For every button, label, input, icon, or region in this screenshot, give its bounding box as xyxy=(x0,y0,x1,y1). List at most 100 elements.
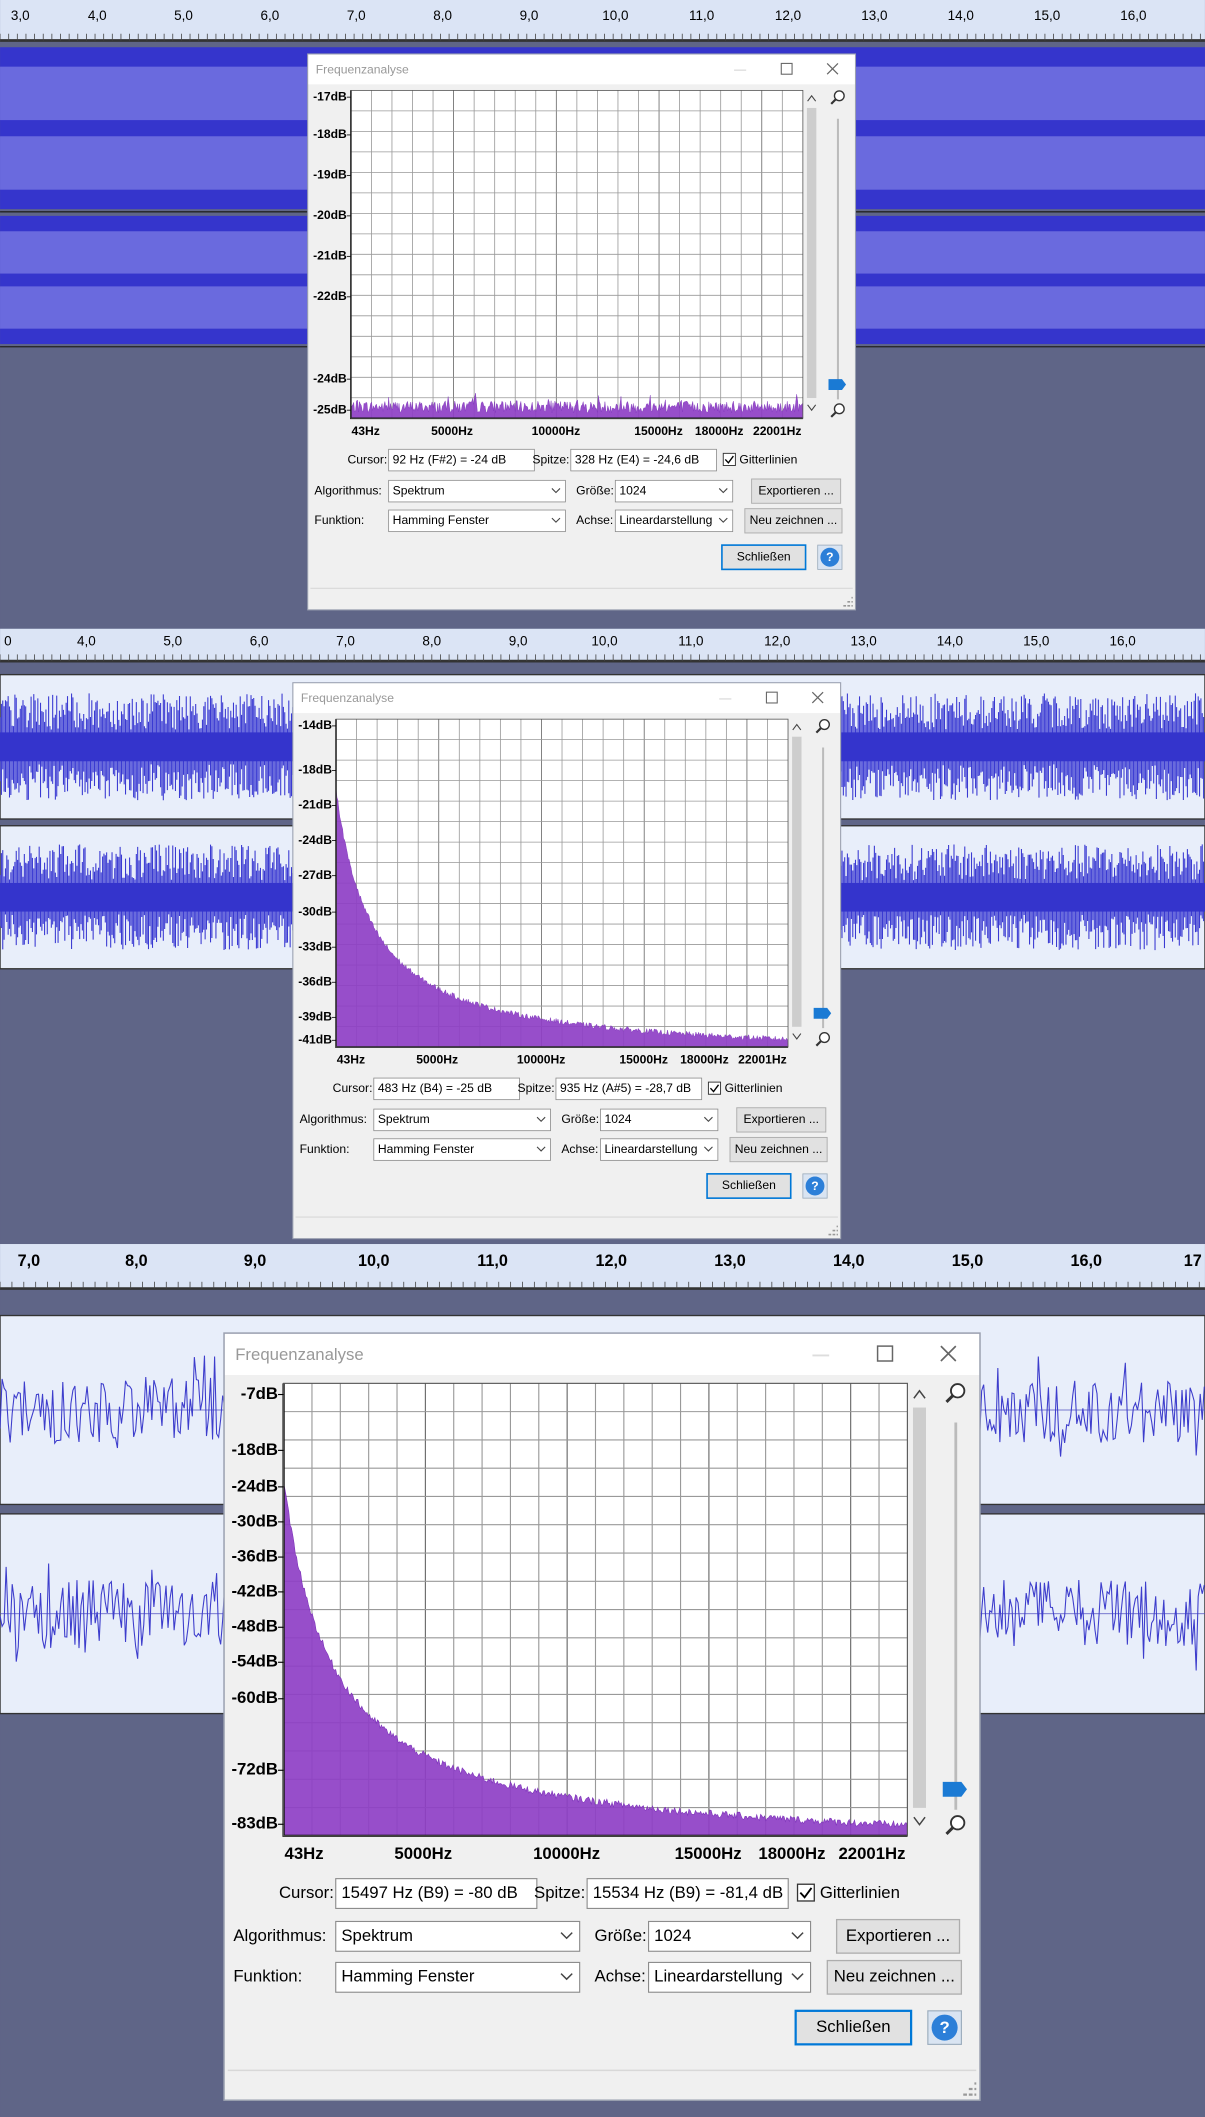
dropdown-arrow xyxy=(703,1116,713,1123)
peak-label: Spitze: xyxy=(518,1081,555,1095)
size-dropdown-text: 1024 xyxy=(654,1926,691,1945)
algorithm-dropdown[interactable] xyxy=(373,1108,551,1132)
ruler-label: 8,0 xyxy=(433,8,452,23)
size-dropdown[interactable] xyxy=(648,1920,812,1952)
zoom-in-button[interactable] xyxy=(833,90,845,102)
axis-dropdown[interactable] xyxy=(600,1138,719,1161)
algorithm-dropdown[interactable] xyxy=(335,1920,581,1952)
y-axis-label: -22dB xyxy=(313,289,347,303)
function-dropdown[interactable] xyxy=(373,1138,551,1161)
maximize-button[interactable] xyxy=(876,1345,894,1362)
axis-dropdown[interactable] xyxy=(648,1961,812,1993)
zoom-out-button[interactable] xyxy=(818,1032,830,1044)
ruler-label: 10,0 xyxy=(602,8,628,23)
redraw-button[interactable] xyxy=(826,1959,963,1995)
peak-field-text: 15534 Hz (B9) = -81,4 dB xyxy=(593,1883,783,1902)
zoom-slider-thumb[interactable] xyxy=(828,379,847,390)
scroll-down[interactable] xyxy=(807,404,817,412)
ruler-label: 8,0 xyxy=(125,1252,148,1270)
maximize-button[interactable] xyxy=(765,691,778,704)
x-axis-label: 22001Hz xyxy=(838,1844,905,1863)
zoom-out-button[interactable] xyxy=(950,1815,966,1831)
redraw-button-label: Neu zeichnen ... xyxy=(735,1142,823,1156)
export-button[interactable] xyxy=(751,478,842,504)
axis-dropdown-text: Lineardarstellung xyxy=(654,1967,783,1986)
zoom-in-button[interactable] xyxy=(818,719,830,731)
size-dropdown[interactable] xyxy=(600,1108,719,1132)
vertical-scrollbar[interactable] xyxy=(806,107,817,399)
export-button-label: Exportieren ... xyxy=(758,483,833,497)
x-axis-label: 10000Hz xyxy=(533,1844,600,1863)
algorithm-dropdown[interactable] xyxy=(388,479,566,503)
size-label: Größe: xyxy=(561,1112,599,1126)
zoom-in-button[interactable] xyxy=(950,1383,966,1399)
y-axis-label: -83dB xyxy=(231,1814,278,1833)
peak-field[interactable] xyxy=(555,1077,703,1101)
peak-field[interactable] xyxy=(586,1878,789,1909)
dropdown-arrow xyxy=(791,1973,804,1981)
cursor-field[interactable] xyxy=(373,1077,520,1101)
redraw-button[interactable] xyxy=(744,508,843,534)
x-axis-label: 15000Hz xyxy=(675,1844,742,1863)
size-dropdown[interactable] xyxy=(614,479,734,503)
size-dropdown-text: 1024 xyxy=(605,1112,632,1126)
ruler-label: 15,0 xyxy=(1023,633,1049,648)
size-label: Größe: xyxy=(595,1926,647,1945)
ruler-label: 7,0 xyxy=(347,8,366,23)
function-dropdown[interactable] xyxy=(335,1961,581,1993)
axis-dropdown[interactable] xyxy=(614,509,734,533)
dropdown-arrow xyxy=(536,1116,546,1123)
y-axis-label: -30dB xyxy=(298,904,332,918)
gridlines-checkbox[interactable] xyxy=(796,1883,815,1902)
ruler-label: 9,0 xyxy=(509,633,528,648)
ruler-label: 11,0 xyxy=(477,1252,508,1270)
export-button[interactable] xyxy=(835,1918,961,1954)
function-dropdown[interactable] xyxy=(388,509,566,533)
close-button[interactable] xyxy=(706,1173,792,1199)
close-window-button[interactable] xyxy=(826,62,839,75)
dropdown-arrow xyxy=(536,1146,546,1152)
zoom-handle xyxy=(830,98,837,105)
close-button[interactable] xyxy=(794,2009,913,2046)
zoom-handle xyxy=(815,727,822,734)
scroll-down[interactable] xyxy=(792,1033,802,1040)
ruler-label: 12,0 xyxy=(764,633,790,648)
zoom-slider-thumb[interactable] xyxy=(813,1007,832,1019)
redraw-button-label: Neu zeichnen ... xyxy=(750,513,838,527)
audacity-panel: 0 4,0 5,0 6,0 7,0 8,0 9,0 10,0 11,0 12,0 13,0 14,0 1… xyxy=(0,628,1205,1245)
dropdown-arrow xyxy=(791,1932,804,1940)
scroll-up[interactable] xyxy=(807,94,817,102)
vertical-scrollbar[interactable] xyxy=(792,736,802,1027)
ruler-label: 14,0 xyxy=(833,1252,865,1270)
scroll-up[interactable] xyxy=(913,1389,926,1399)
ruler-label: 7,0 xyxy=(336,633,355,648)
gridlines-checkbox[interactable] xyxy=(722,452,736,466)
cursor-field[interactable] xyxy=(388,448,535,472)
y-axis-label: -72dB xyxy=(231,1760,278,1779)
close-window-button[interactable] xyxy=(940,1345,957,1362)
help-icon xyxy=(805,1176,825,1196)
zoom-out-button[interactable] xyxy=(833,403,845,415)
gridlines-label: Gitterlinien xyxy=(739,452,797,466)
zoom-slider-thumb[interactable] xyxy=(942,1781,967,1797)
vertical-scrollbar[interactable] xyxy=(912,1407,927,1808)
plot-frame xyxy=(283,1382,908,1837)
peak-field[interactable] xyxy=(570,448,717,472)
maximize-button[interactable] xyxy=(780,62,793,75)
export-button-label: Exportieren ... xyxy=(744,1112,819,1126)
redraw-button[interactable] xyxy=(729,1136,828,1163)
dropdown-arrow xyxy=(703,1146,713,1152)
cursor-field[interactable] xyxy=(335,1878,538,1909)
export-button[interactable] xyxy=(736,1107,827,1133)
gridlines-checkbox[interactable] xyxy=(707,1081,722,1095)
x-axis-label: 18000Hz xyxy=(680,1053,729,1067)
scroll-down[interactable] xyxy=(913,1816,926,1826)
scroll-up[interactable] xyxy=(792,723,802,731)
close-window-button[interactable] xyxy=(811,691,824,704)
ruler-label: 0 xyxy=(4,633,12,648)
ruler-label: 16,0 xyxy=(1070,1252,1102,1270)
x-axis-label: 15000Hz xyxy=(634,424,683,438)
y-axis-label: -19dB xyxy=(313,168,347,182)
close-button[interactable] xyxy=(721,544,807,571)
